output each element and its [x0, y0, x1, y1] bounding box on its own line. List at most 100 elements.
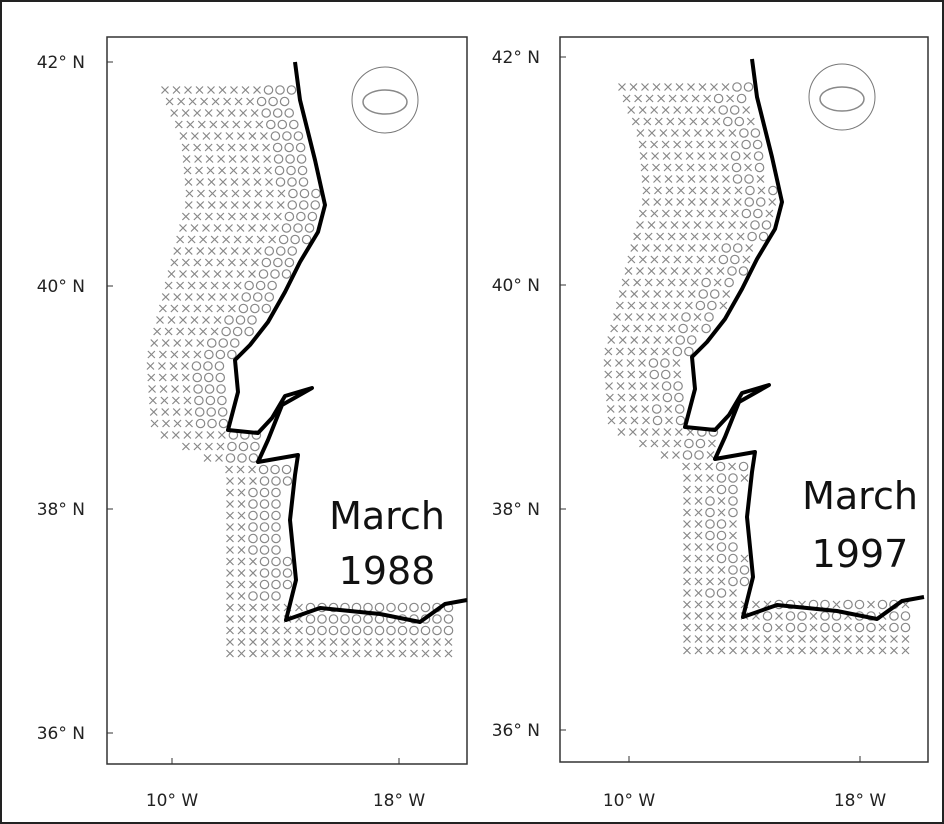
map-panel: 42° N 40° N 38° N 36° N 10° W 18° W March 1997 [492, 36, 929, 811]
station-positive [705, 496, 715, 506]
station-negative [628, 393, 637, 402]
station-negative [193, 304, 202, 313]
station-positive [744, 197, 755, 207]
station-negative [740, 623, 749, 632]
station-positive [251, 430, 262, 440]
station-positive [732, 174, 743, 184]
station-negative [708, 152, 717, 160]
station-negative [173, 293, 182, 301]
station-negative [228, 155, 237, 163]
station-positive [397, 602, 408, 613]
station-negative [249, 626, 257, 635]
station-negative [683, 554, 691, 563]
station-negative [717, 566, 726, 574]
station-negative [706, 566, 714, 574]
station-positive [674, 392, 684, 403]
station-negative [712, 117, 721, 126]
station-negative [249, 557, 257, 566]
station-negative [202, 132, 211, 140]
station-negative [682, 267, 690, 275]
station-negative [687, 175, 696, 183]
station-positive [386, 625, 396, 636]
station-negative [684, 301, 693, 310]
station-positive [271, 487, 281, 498]
station-positive [728, 473, 738, 483]
station-negative [662, 439, 670, 448]
station-positive [259, 487, 270, 498]
station-negative [660, 451, 669, 459]
station-negative [661, 255, 670, 264]
station-negative [306, 649, 315, 658]
station-negative [706, 612, 714, 620]
station-negative [196, 339, 205, 347]
station-negative [184, 408, 193, 416]
station-negative [233, 281, 242, 290]
station-positive [695, 438, 706, 449]
station-negative [206, 166, 215, 175]
station-positive [750, 128, 761, 138]
station-negative [676, 198, 685, 206]
station-positive [255, 280, 266, 291]
station-negative [209, 120, 218, 129]
station-negative [798, 646, 806, 655]
station-negative [694, 612, 703, 620]
station-positive [409, 625, 419, 636]
station-positive [374, 625, 385, 636]
station-negative [629, 405, 638, 413]
station-negative [237, 638, 246, 646]
station-negative [661, 347, 670, 356]
station-negative [200, 97, 209, 106]
station-negative [710, 83, 718, 91]
station-positive [727, 266, 737, 276]
station-negative [147, 373, 156, 382]
station-negative [421, 649, 430, 658]
station-positive [225, 453, 236, 463]
station-negative [683, 635, 691, 643]
station-negative [202, 316, 210, 324]
station-positive [728, 496, 738, 506]
station-positive [682, 450, 693, 460]
station-negative [341, 638, 349, 646]
station-negative [410, 649, 418, 658]
station-positive [298, 177, 309, 187]
station-negative [683, 623, 691, 632]
station-negative [199, 235, 208, 244]
station-negative [710, 175, 719, 183]
station-negative [729, 589, 737, 597]
station-positive [843, 599, 853, 610]
station-negative [694, 497, 703, 505]
station-positive [340, 625, 350, 636]
station-negative [260, 638, 269, 646]
station-negative [208, 189, 217, 198]
station-negative [705, 129, 714, 137]
station-negative [672, 451, 680, 459]
station-negative [641, 336, 650, 344]
station-positive [250, 303, 260, 314]
station-negative [729, 635, 737, 643]
station-positive [420, 602, 431, 613]
station-negative [706, 623, 714, 632]
station-positive [713, 93, 724, 104]
station-negative [219, 178, 227, 186]
station-negative [148, 385, 156, 393]
station-negative [901, 635, 910, 643]
station-negative [809, 646, 818, 655]
station-negative [181, 362, 189, 370]
station-negative [190, 270, 199, 278]
station-positive [271, 522, 281, 532]
station-negative [694, 577, 703, 586]
station-negative [237, 649, 246, 658]
station-negative [216, 212, 225, 221]
station-negative [706, 474, 714, 482]
station-negative [717, 497, 726, 505]
species-logo-fish [362, 89, 408, 115]
station-negative [176, 281, 185, 290]
station-negative [260, 615, 269, 623]
station-positive [270, 131, 281, 141]
station-negative [213, 132, 222, 140]
station-negative [683, 485, 691, 494]
station-negative [205, 155, 214, 163]
station-negative [709, 163, 718, 172]
station-negative [670, 267, 679, 275]
